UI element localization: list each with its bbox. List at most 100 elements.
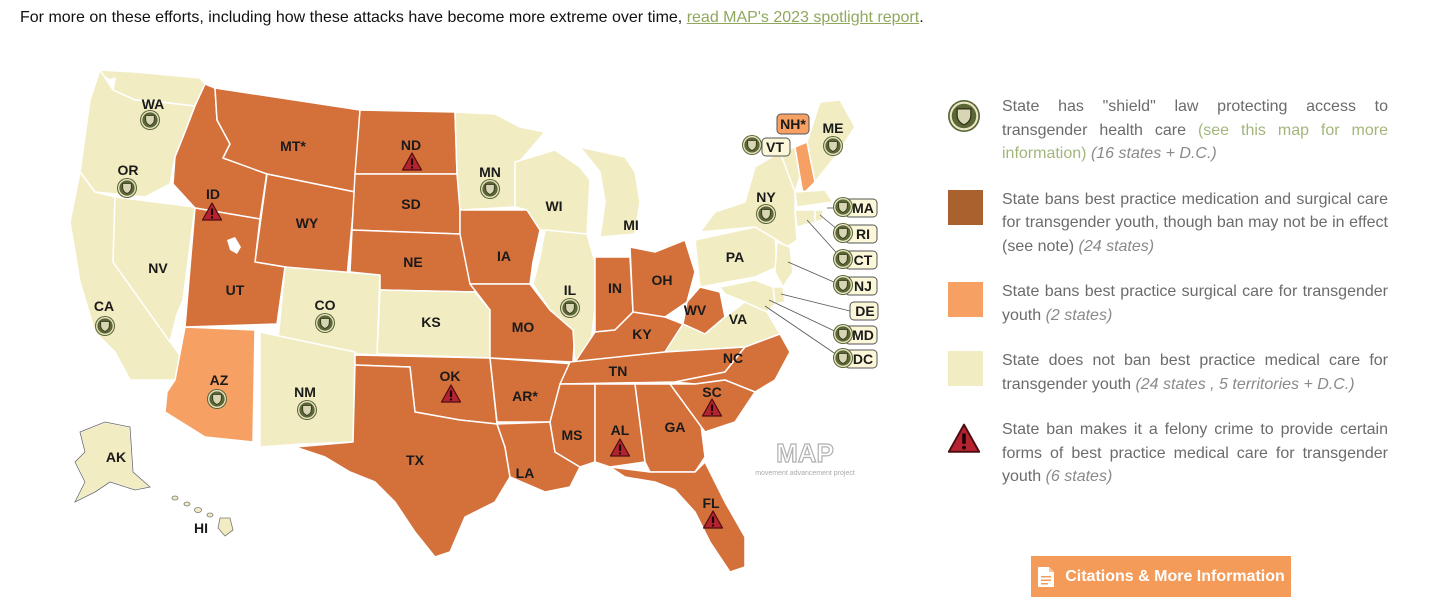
intro-text: For more on these efforts, including how…	[20, 9, 924, 27]
watermark-logo: MAP	[776, 438, 834, 468]
state-label-IA: IA	[497, 248, 511, 264]
state-label-MT: MT*	[280, 138, 306, 154]
state-label-NH: NH*	[780, 116, 806, 132]
watermark-tagline: movement advancement project	[755, 470, 855, 477]
state-label-GA: GA	[665, 419, 686, 435]
state-label-MI: MI	[623, 217, 639, 233]
shield-icon-IL	[559, 297, 581, 319]
citations-button-label: Citations & More Information	[1065, 567, 1285, 585]
state-label-WI: WI	[545, 198, 562, 214]
legend-full-ban-count: (24 states)	[1078, 237, 1155, 255]
state-RI[interactable]	[814, 209, 824, 223]
shield-icon-NJ	[832, 274, 854, 296]
state-label-FL: FL	[702, 495, 720, 511]
shield-icon	[946, 98, 982, 134]
state-label-HI: HI	[194, 520, 208, 536]
legend-row-surgical-ban: State bans best practice surgical care f…	[945, 280, 1390, 327]
state-label-TN: TN	[609, 363, 628, 379]
legend-text-shield: State has "shield" law protecting access…	[1002, 95, 1388, 166]
state-label-MS: MS	[562, 427, 583, 443]
shield-icon-MA	[832, 196, 854, 218]
state-NM[interactable]	[259, 331, 356, 448]
state-label-OH: OH	[652, 272, 673, 288]
state-FL[interactable]	[609, 461, 746, 573]
state-label-NY: NY	[756, 189, 776, 205]
state-AL[interactable]	[594, 383, 646, 468]
callout-boxes	[761, 113, 879, 369]
state-label-DE: DE	[855, 303, 874, 319]
us-map: WA OR CA NV ID MT* WY UT AZ CO NM ND SD NE KS OK TX MN IA M…	[69, 69, 879, 573]
box-NH	[776, 113, 810, 135]
legend-text-felony: State ban makes it a felony crime to pro…	[1002, 418, 1388, 489]
citations-button[interactable]: Citations & More Information	[1031, 556, 1291, 597]
legend-text-surgical-ban: State bans best practice surgical care f…	[1002, 280, 1388, 327]
legend-row-no-ban: State does not ban best practice medical…	[945, 349, 1390, 396]
legend-felony-count: (6 states)	[1045, 468, 1113, 485]
state-CT[interactable]	[794, 209, 816, 228]
spotlight-report-link[interactable]: read MAP's 2023 spotlight report	[686, 9, 920, 26]
state-NJ[interactable]	[774, 241, 794, 288]
box-VT	[761, 137, 791, 157]
state-label-SD: SD	[401, 196, 420, 212]
state-label-AL: AL	[611, 422, 630, 438]
state-label-NE: NE	[403, 254, 422, 270]
outline-layer	[74, 421, 151, 503]
state-label-WY: WY	[296, 215, 319, 231]
state-AZ[interactable]	[164, 326, 256, 443]
state-MD[interactable]	[719, 279, 776, 313]
shield-icon-MD	[832, 323, 854, 345]
map-watermark: MAP movement advancement project	[755, 437, 855, 477]
state-label-CA: CA	[94, 298, 114, 314]
state-labels-layer: WA OR CA NV ID MT* WY UT AZ CO NM ND SD NE KS OK TX MN IA M…	[94, 96, 875, 536]
no-ban-swatch	[948, 351, 983, 386]
legend-row-full-ban: State bans best practice medication and …	[945, 188, 1390, 259]
state-label-IL: IL	[564, 282, 577, 298]
shield-icon-CO	[314, 312, 336, 334]
legend-text-full-ban: State bans best practice medication and …	[1002, 188, 1388, 259]
state-label-ND: ND	[401, 137, 421, 153]
shield-map-link[interactable]: (see this map for more information)	[1002, 121, 1388, 163]
state-label-OR: OR	[118, 162, 139, 178]
surgical-ban-swatch	[948, 282, 983, 317]
state-label-KS: KS	[421, 314, 440, 330]
legend-row-shield: State has "shield" law protecting access…	[945, 95, 1390, 166]
state-label-NC: NC	[723, 350, 743, 366]
shield-icon-CT	[832, 248, 854, 270]
legend: State has "shield" law protecting access…	[945, 95, 1390, 511]
legend-surgical-ban-desc: State bans best practice surgical care f…	[1002, 283, 1388, 324]
state-label-NJ: NJ	[854, 278, 872, 294]
state-label-SC: SC	[702, 384, 721, 400]
shield-icon-MN	[479, 178, 501, 200]
state-label-ME: ME	[823, 120, 844, 136]
shield-icon-NM	[296, 399, 318, 421]
state-label-KY: KY	[632, 326, 652, 342]
legend-row-felony: State ban makes it a felony crime to pro…	[945, 418, 1390, 489]
full-ban-swatch	[948, 189, 983, 225]
state-IA[interactable]	[459, 209, 541, 285]
felony-icon	[947, 423, 981, 453]
state-label-AZ: AZ	[210, 372, 229, 388]
state-TX[interactable]	[294, 364, 511, 558]
state-label-OK: OK	[440, 368, 461, 384]
state-label-NV: NV	[148, 260, 168, 276]
state-label-IN: IN	[608, 280, 622, 296]
shield-icon-OR	[116, 177, 138, 199]
state-label-TX: TX	[406, 452, 425, 468]
state-label-VT: VT	[766, 139, 784, 155]
state-label-WA: WA	[142, 96, 165, 112]
state-label-CT: CT	[854, 252, 873, 268]
state-MA[interactable]	[794, 189, 834, 208]
shield-icon-DC	[832, 347, 854, 369]
state-NH[interactable]	[794, 141, 816, 195]
state-label-DC: DC	[853, 351, 873, 367]
state-label-CO: CO	[315, 297, 336, 313]
legend-felony-desc: State ban makes it a felony crime to pro…	[1002, 421, 1388, 485]
intro-sentence: For more on these efforts, including how…	[20, 9, 687, 26]
shield-icon-VT	[741, 134, 763, 156]
shield-icon-CA	[94, 315, 116, 337]
state-label-UT: UT	[226, 282, 245, 298]
shield-icon-AZ	[206, 388, 228, 410]
legend-surgical-ban-count: (2 states)	[1045, 306, 1113, 324]
state-MI[interactable]	[579, 146, 641, 238]
state-HI[interactable]	[171, 495, 234, 537]
